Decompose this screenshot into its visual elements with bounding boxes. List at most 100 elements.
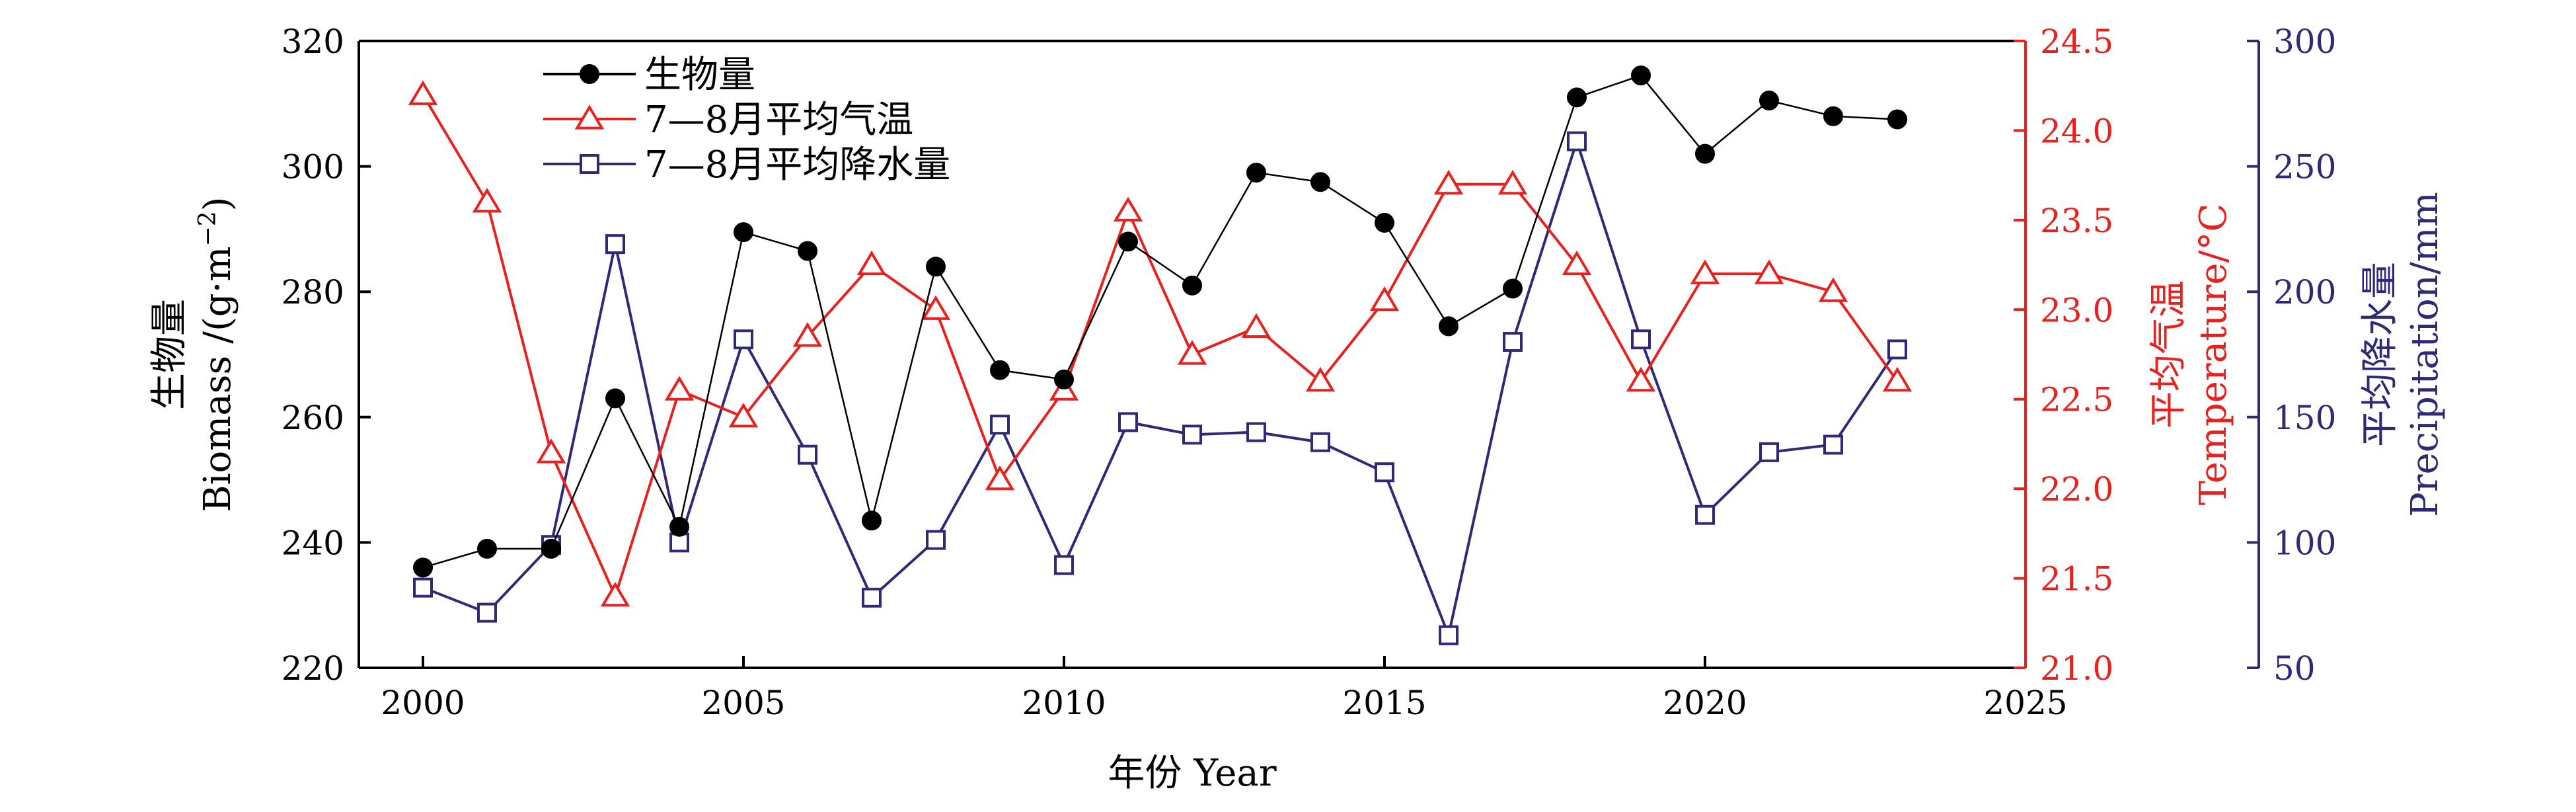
data-point-right1 [664, 376, 695, 401]
data-point-right1 [1497, 169, 1528, 195]
y-right1-tick-label: 22.0 [2040, 470, 2113, 508]
y-axis-temperature: 21.0 21.5 22.0 22.5 23.0 23.5 24.0 24.5 平均气温 Temp… [2014, 22, 2235, 688]
y-left-tick-label: 320 [282, 22, 344, 61]
data-point-right2 [1759, 442, 1779, 462]
data-point-right2 [926, 530, 946, 550]
data-point-right2 [1118, 412, 1138, 432]
data-point-right2 [1054, 555, 1074, 575]
data-point-right2 [413, 577, 433, 598]
data-point-right1 [600, 581, 630, 607]
legend-label: 7—8月平均降水量 [644, 143, 950, 186]
data-point-right1 [856, 250, 887, 276]
y-left-title-cn: 生物量 [148, 299, 191, 410]
legend-marker [574, 104, 605, 130]
y-right1-tick-label: 23.5 [2040, 202, 2113, 240]
data-point-right2 [605, 234, 625, 255]
y-left-title-en-sup: −2 [194, 211, 221, 246]
data-point-left [1887, 109, 1907, 130]
y-right2-tick-label: 100 [2273, 524, 2336, 562]
data-point-right1 [408, 80, 438, 105]
series-line-right1 [422, 94, 1899, 600]
plot-frame [358, 40, 2026, 669]
data-point-right2 [1439, 625, 1458, 645]
data-point-right1 [1818, 277, 1848, 302]
data-point-left [1118, 231, 1138, 252]
y-right1-title-cn: 平均气温 [2147, 280, 2190, 428]
data-point-right2 [990, 415, 1010, 435]
y-axis-biomass: 220 240 260 280 300 320 生物量 Biomass /(g·m−2) [148, 22, 371, 688]
y-right2-tick-label: 250 [2273, 148, 2336, 186]
y-left-tick-label: 300 [282, 148, 344, 186]
y-left-title-en-tail: ) [196, 197, 239, 212]
data-point-right1 [536, 438, 566, 464]
y-right1-tick-label: 22.5 [2040, 381, 2113, 419]
y-right2-tick-label: 200 [2273, 273, 2336, 311]
data-point-left [1375, 212, 1394, 233]
series-left [413, 65, 1907, 578]
data-point-left [605, 388, 625, 409]
data-point-left [1823, 106, 1843, 126]
series-line-right2 [422, 137, 1899, 640]
data-point-right2 [1631, 329, 1651, 350]
y-left-tick-label: 260 [282, 399, 344, 437]
data-point-right1 [472, 188, 502, 213]
data-point-right1 [921, 295, 951, 320]
data-point-left [1246, 163, 1266, 183]
data-point-left [1695, 143, 1715, 164]
data-point-right2 [1246, 422, 1266, 442]
data-point-left [541, 538, 561, 559]
legend-item: 生物量 [543, 54, 755, 97]
series-line-left [422, 74, 1898, 569]
y-right2-title-en: Precipitation/mm [2404, 192, 2446, 517]
y-left-title-en: Biomass /(g·m−2) [194, 197, 239, 512]
legend-item: 7—8月平均降水量 [543, 143, 950, 186]
data-point-right1 [1433, 169, 1464, 195]
data-point-right1 [728, 403, 759, 428]
data-point-right2 [1375, 462, 1394, 483]
data-point-right2 [862, 587, 882, 608]
y-right2-tick-label: 150 [2273, 399, 2336, 437]
data-point-left [926, 257, 946, 277]
data-point-right2 [1182, 425, 1202, 445]
legend-marker [580, 64, 599, 84]
x-axis-label: 年份 Year [1108, 752, 1276, 795]
data-point-left [1759, 91, 1779, 111]
data-point-right1 [985, 465, 1015, 491]
y-left-title-en-main: Biomass /(g·m [196, 246, 239, 512]
data-point-right1 [792, 322, 823, 347]
data-point-left [477, 538, 497, 559]
data-point-right2 [1567, 131, 1587, 151]
data-point-right1 [1369, 286, 1400, 311]
x-tick-label: 2005 [701, 684, 785, 722]
x-tick-label: 2025 [1983, 684, 2067, 722]
y-right1-tick-label: 21.0 [2040, 649, 2113, 688]
y-right1-title-en: Temperature/°C [2192, 204, 2235, 506]
y-right1-tick-label: 23.0 [2040, 291, 2113, 329]
data-point-right1 [1241, 313, 1271, 338]
y-right1-tick-label: 24.0 [2040, 112, 2113, 150]
x-tick-label: 2015 [1342, 684, 1426, 722]
y-right1-tick-label: 24.5 [2040, 22, 2113, 61]
data-point-right2 [1503, 332, 1523, 352]
x-tick-label: 2020 [1663, 684, 1747, 722]
data-point-right1 [1626, 366, 1656, 392]
x-tick-label: 2000 [381, 684, 465, 722]
data-point-left [413, 557, 433, 578]
data-point-left [1567, 87, 1587, 108]
data-point-right1 [1305, 366, 1336, 392]
legend-label: 7—8月平均气温 [644, 99, 913, 142]
data-point-right1 [1690, 259, 1720, 284]
data-point-left [1310, 172, 1330, 192]
y-left-title: 生物量 Biomass /(g·m−2) [148, 197, 239, 512]
data-point-right1 [1113, 196, 1143, 222]
series-right1 [408, 80, 1913, 607]
data-point-left [862, 510, 882, 531]
legend-item: 7—8月平均气温 [543, 99, 913, 142]
data-point-left [1054, 369, 1074, 389]
data-point-right2 [1310, 432, 1330, 452]
y-left-tick-label: 240 [282, 524, 344, 562]
data-point-left [1631, 65, 1651, 86]
data-point-right2 [477, 602, 497, 623]
